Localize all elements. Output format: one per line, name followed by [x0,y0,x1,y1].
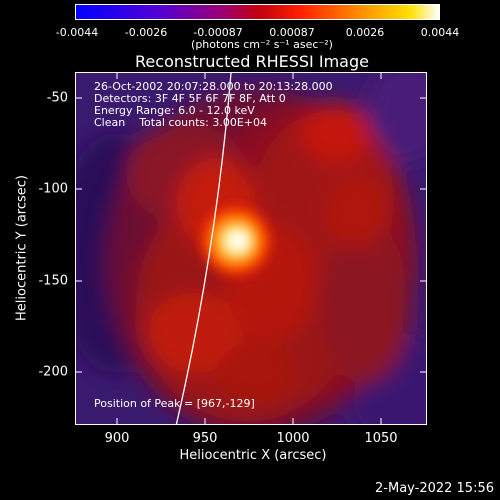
image-plot [75,72,427,425]
plot-title: Reconstructed RHESSI Image [135,52,369,71]
colorbar-tick-label: 0.0044 [420,26,460,39]
x-axis-label: Heliocentric X (arcsec) [179,448,327,463]
solar-limb-line [175,73,232,424]
info-time-range: 26-Oct-2002 20:07:28.000 to 20:13:28.000 [94,80,333,93]
y-tick-label: -50 [46,90,68,106]
x-tick-label: 1000 [276,431,310,446]
y-tick-label: -150 [38,273,68,289]
colorbar-tick-label: 0.00087 [269,26,315,39]
info-energy-range: Energy Range: 6.0 - 12.0 keV [94,104,255,117]
info-clean-counts: Clean Total counts: 3.00E+04 [94,116,268,129]
y-tick-label: -200 [38,364,68,380]
colorbar [75,4,440,20]
colorbar-units: (photons cm⁻² s⁻¹ asec⁻²) [191,38,333,51]
colorbar-tick-label: -0.00087 [193,26,243,39]
info-detectors: Detectors: 3F 4F 5F 6F 7F 8F, Att 0 [94,92,286,105]
x-tick-label: 1050 [364,431,398,446]
rhessi-image [76,73,426,424]
timestamp: 2-May-2022 15:56 [375,481,494,496]
colorbar-tick-label: -0.0026 [124,26,168,39]
peak-position-label: Position of Peak = [967,-129] [94,397,255,410]
y-axis-label: Heliocentric Y (arcsec) [14,175,30,321]
colorbar-tick-label: 0.0026 [345,26,385,39]
x-tick-label: 900 [104,431,130,446]
colorbar-tick-label: -0.0044 [55,26,99,39]
x-tick-label: 950 [192,431,218,446]
y-tick-label: -100 [38,181,68,197]
